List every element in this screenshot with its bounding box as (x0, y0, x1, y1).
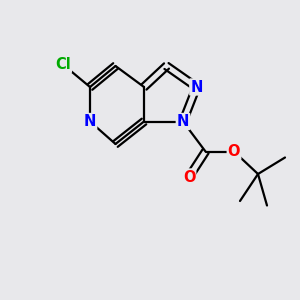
Text: N: N (177, 114, 189, 129)
Text: Cl: Cl (55, 57, 71, 72)
Text: N: N (84, 114, 96, 129)
Text: O: O (183, 169, 195, 184)
Text: O: O (228, 144, 240, 159)
Text: N: N (190, 80, 203, 94)
